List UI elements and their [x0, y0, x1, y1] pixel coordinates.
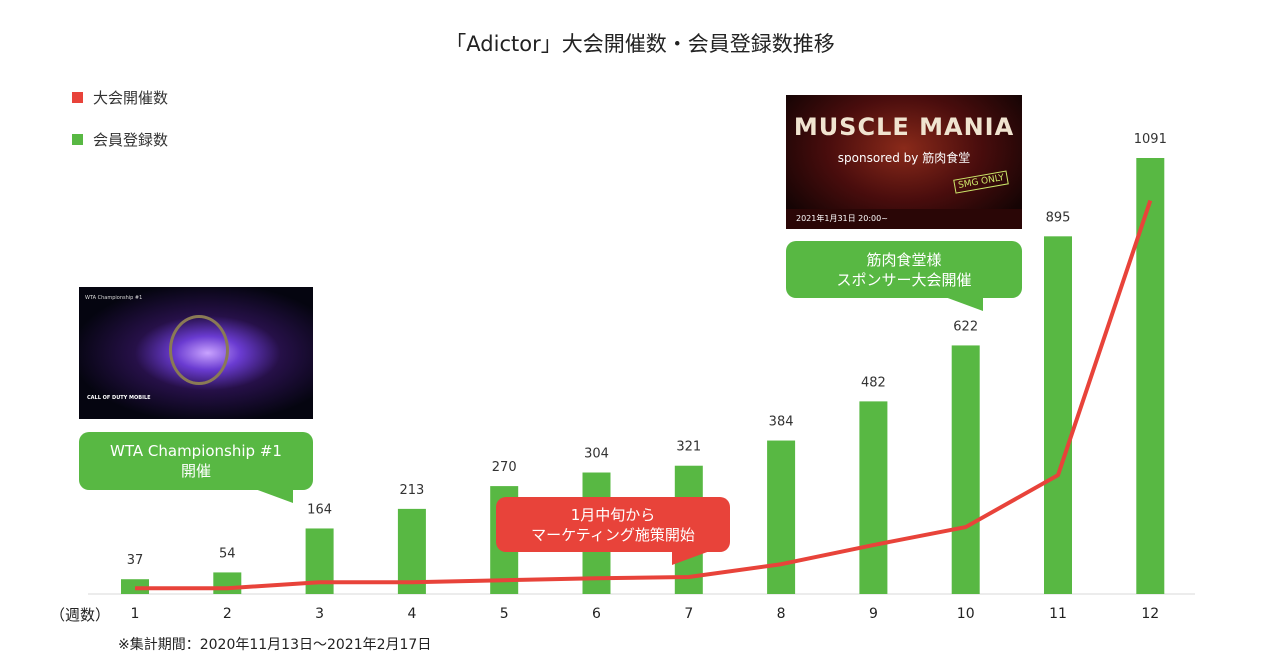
image-date: 2021年1月31日 20:00~	[786, 209, 1022, 229]
legend-swatch-red	[72, 92, 83, 103]
bar-data-label: 1091	[1134, 132, 1167, 147]
bar-data-label: 895	[1046, 210, 1071, 225]
x-tick-label: 2	[223, 606, 232, 622]
footnote: ※集計期間：2020年11月13日～2021年2月17日	[118, 637, 432, 653]
x-tick-label: 9	[869, 606, 878, 622]
callout-line: 筋肉食堂様	[866, 250, 942, 269]
legend-label: 会員登録数	[93, 131, 169, 149]
emblem-icon	[169, 315, 229, 385]
bar	[397, 508, 426, 594]
image-caption: WTA Championship #1	[85, 295, 143, 301]
bar	[859, 401, 888, 594]
bar-data-label: 164	[307, 502, 332, 517]
x-tick-label: 6	[592, 606, 601, 622]
x-axis-label: （週数）	[50, 606, 111, 624]
image-headline: MUSCLE MANIA	[793, 113, 1015, 141]
bar-data-label: 304	[584, 447, 609, 462]
x-tick-label: 7	[684, 606, 693, 622]
x-tick-label: 8	[777, 606, 786, 622]
bar	[1136, 158, 1165, 594]
tournaments-line	[135, 199, 1153, 591]
chart-title: 「Adictor」大会開催数・会員登録数推移	[445, 32, 835, 56]
x-tick-label: 12	[1141, 606, 1159, 622]
legend-label: 大会開催数	[93, 89, 169, 107]
bar-data-label: 384	[769, 415, 794, 430]
muscle-callout: 筋肉食堂様 スポンサー大会開催	[786, 241, 1022, 298]
callout-tail	[672, 551, 710, 565]
bar	[1044, 236, 1072, 595]
bar	[767, 440, 796, 594]
x-tick-label: 1	[131, 606, 140, 622]
bar	[951, 345, 980, 594]
callout-line: 1月中旬から	[570, 505, 656, 524]
image-badge: SMG ONLY	[953, 170, 1010, 194]
bar-data-label: 37	[127, 553, 144, 568]
x-tick-label: 10	[957, 606, 975, 622]
x-tick-label: 11	[1049, 606, 1067, 622]
image-subtitle: sponsored by 筋肉食堂	[837, 151, 971, 165]
legend-swatch-green	[72, 134, 83, 145]
bar-data-label: 321	[676, 440, 701, 455]
logo-text: CALL OF DUTY MOBILE	[87, 395, 151, 401]
legend-item-tournaments: 大会開催数	[72, 87, 168, 108]
marketing-callout: 1月中旬から マーケティング施策開始	[496, 497, 730, 552]
x-tick-label: 3	[315, 606, 324, 622]
bar-data-label: 54	[219, 546, 236, 561]
bar-data-label: 622	[953, 319, 978, 334]
callout-line: スポンサー大会開催	[836, 270, 972, 289]
bar-data-label: 213	[399, 483, 424, 498]
bar	[213, 572, 242, 594]
wta-championship-image: WTA Championship #1 CALL OF DUTY MOBILE	[79, 287, 313, 419]
muscle-mania-image: MUSCLE MANIA sponsored by 筋肉食堂 SMG ONLY …	[786, 95, 1022, 229]
legend-item-members: 会員登録数	[72, 129, 168, 150]
callout-line: マーケティング施策開始	[531, 525, 695, 544]
callout-line: 開催	[180, 462, 211, 480]
callout-tail	[945, 297, 983, 311]
wta-callout: WTA Championship #1 開催	[79, 432, 313, 490]
x-tick-label: 5	[500, 606, 509, 622]
bar-data-label: 270	[492, 460, 517, 475]
x-tick-label: 4	[407, 606, 416, 622]
callout-tail	[255, 489, 293, 503]
bar-data-label: 482	[861, 375, 886, 390]
callout-line: WTA Championship #1	[110, 442, 282, 460]
